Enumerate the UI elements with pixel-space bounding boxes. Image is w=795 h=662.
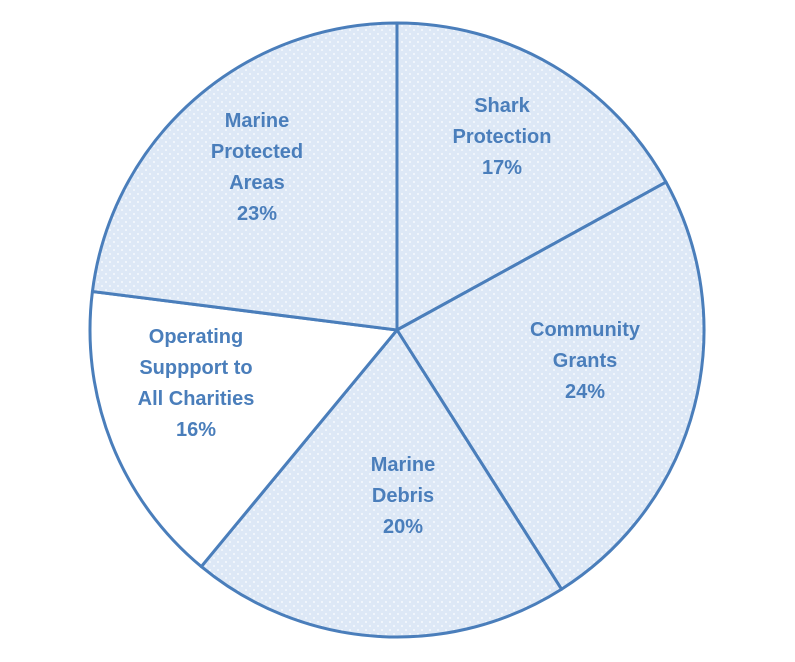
pie-slice-1 <box>395 180 706 591</box>
slice-name-line: Shark <box>474 95 530 117</box>
slice-label-3: Operating Suppport to All Charities 16% <box>138 326 255 441</box>
slice-label-1: Community Grants 24% <box>530 319 641 403</box>
slice-name-line: Marine <box>371 454 435 476</box>
pie-slices <box>88 21 706 639</box>
slice-name-line: Areas <box>229 172 285 194</box>
pie-labels: Shark Protection 17% Community Grants 24% Mari… <box>138 95 641 538</box>
slice-value-label: 16% <box>176 419 216 441</box>
slice-name-line: Protected <box>211 141 303 163</box>
slice-value-label: 23% <box>237 203 277 225</box>
slice-value-label: 20% <box>383 516 423 538</box>
pie-slice-3 <box>88 290 399 569</box>
slice-name-line: Suppport to <box>139 357 252 379</box>
pie-slice-2 <box>199 328 563 639</box>
slice-label-0: Shark Protection 17% <box>453 95 552 179</box>
pie-slice-4 <box>90 21 399 332</box>
slice-name-line: Community <box>530 319 641 341</box>
slice-label-2: Marine Debris 20% <box>371 454 435 538</box>
slice-name-line: Operating <box>149 326 243 348</box>
slice-name-line: Debris <box>372 485 434 507</box>
pie-slice-0 <box>395 21 668 332</box>
slice-value-label: 17% <box>482 157 522 179</box>
slice-value-label: 24% <box>565 381 605 403</box>
slice-name-line: All Charities <box>138 388 255 410</box>
slice-label-4: Marine Protected Areas 23% <box>211 110 303 225</box>
slice-name-line: Protection <box>453 126 552 148</box>
slice-name-line: Marine <box>225 110 289 132</box>
slice-name-line: Grants <box>553 350 617 372</box>
